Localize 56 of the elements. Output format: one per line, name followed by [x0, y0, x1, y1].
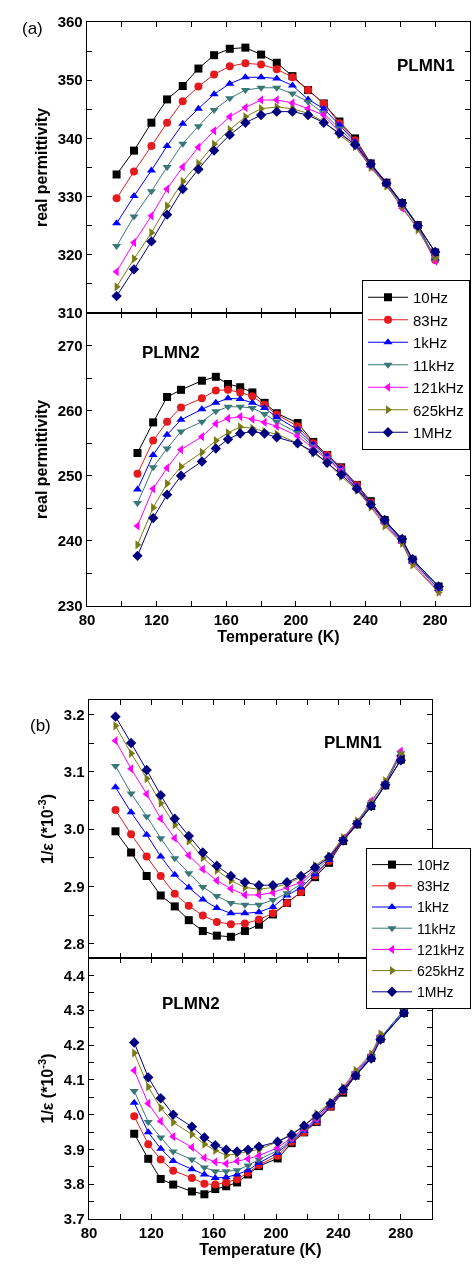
y-tick-label: 320: [57, 246, 83, 264]
x-tick-label: 160: [201, 1224, 227, 1242]
x-tick-label: 160: [213, 611, 239, 629]
annotation: PLMN2: [142, 343, 200, 362]
text: (b): [30, 716, 51, 735]
x-tick-label: 120: [144, 611, 170, 629]
x-tick-label: 280: [422, 611, 448, 629]
text: (a): [22, 19, 43, 38]
legend-label: 10Hz: [417, 857, 450, 874]
y-tick-label: 3.0: [63, 820, 85, 838]
y-tick-label: 3.8: [63, 1175, 85, 1193]
legend-label: 121kHz: [417, 941, 465, 958]
y-tick-label: 2.8: [63, 934, 85, 952]
legend-label: 625kHz: [417, 963, 465, 980]
x-tick-label: 200: [283, 611, 309, 629]
legend-label: 11kHz: [417, 920, 456, 937]
y-axis-title: real permittivity: [32, 107, 50, 228]
x-tick-label: 200: [263, 1224, 289, 1242]
legend-label: 10Hz: [413, 289, 449, 307]
y-tick-label: 270: [57, 336, 83, 354]
y-tick-label: 4.2: [63, 1036, 85, 1054]
y-tick-label: 330: [57, 187, 83, 205]
legend-label: 121kHz: [413, 379, 464, 397]
legend-label: 83Hz: [417, 878, 450, 895]
y-tick-label: 3.1: [63, 762, 85, 780]
y-tick-label: 3.9: [63, 1140, 85, 1158]
y-tick-label: 250: [57, 467, 83, 485]
y-tick-label: 4.4: [63, 966, 86, 984]
annotation: PLMN1: [324, 733, 382, 752]
legend-label: 625kHz: [413, 401, 464, 419]
y-tick-label: 2.9: [63, 877, 85, 895]
y-tick-label: 340: [57, 129, 83, 147]
legend-label: 1MHz: [417, 984, 454, 1001]
y-tick-label: 4.1: [63, 1071, 85, 1089]
y-tick-label: 240: [57, 532, 83, 550]
y-axis-title: real permittivity: [32, 399, 50, 520]
x-tick-label: 120: [138, 1224, 164, 1242]
x-axis-title: Temperature (K): [199, 1241, 322, 1259]
y-tick-label: 3.2: [63, 705, 85, 723]
y-tick-label: 360: [57, 13, 83, 31]
x-tick-label: 240: [353, 611, 379, 629]
x-axis-title: Temperature (K): [217, 628, 340, 646]
y-tick-label: 350: [57, 71, 83, 89]
y-tick-label: 260: [57, 401, 83, 419]
annotation: PLMN1: [397, 56, 455, 75]
y-tick-label: 310: [57, 304, 83, 322]
legend-label: 1kHz: [417, 899, 449, 916]
x-tick-label: 240: [325, 1224, 351, 1242]
x-tick-label: 280: [388, 1224, 414, 1242]
legend-label: 11kHz: [413, 356, 455, 374]
legend-label: 83Hz: [413, 311, 449, 329]
annotation: PLMN2: [162, 994, 220, 1013]
legend-label: 1MHz: [413, 424, 453, 442]
y-tick-label: 4.3: [63, 1001, 85, 1019]
legend-label: 1kHz: [413, 334, 448, 352]
y-tick-label: 4.0: [63, 1105, 85, 1123]
